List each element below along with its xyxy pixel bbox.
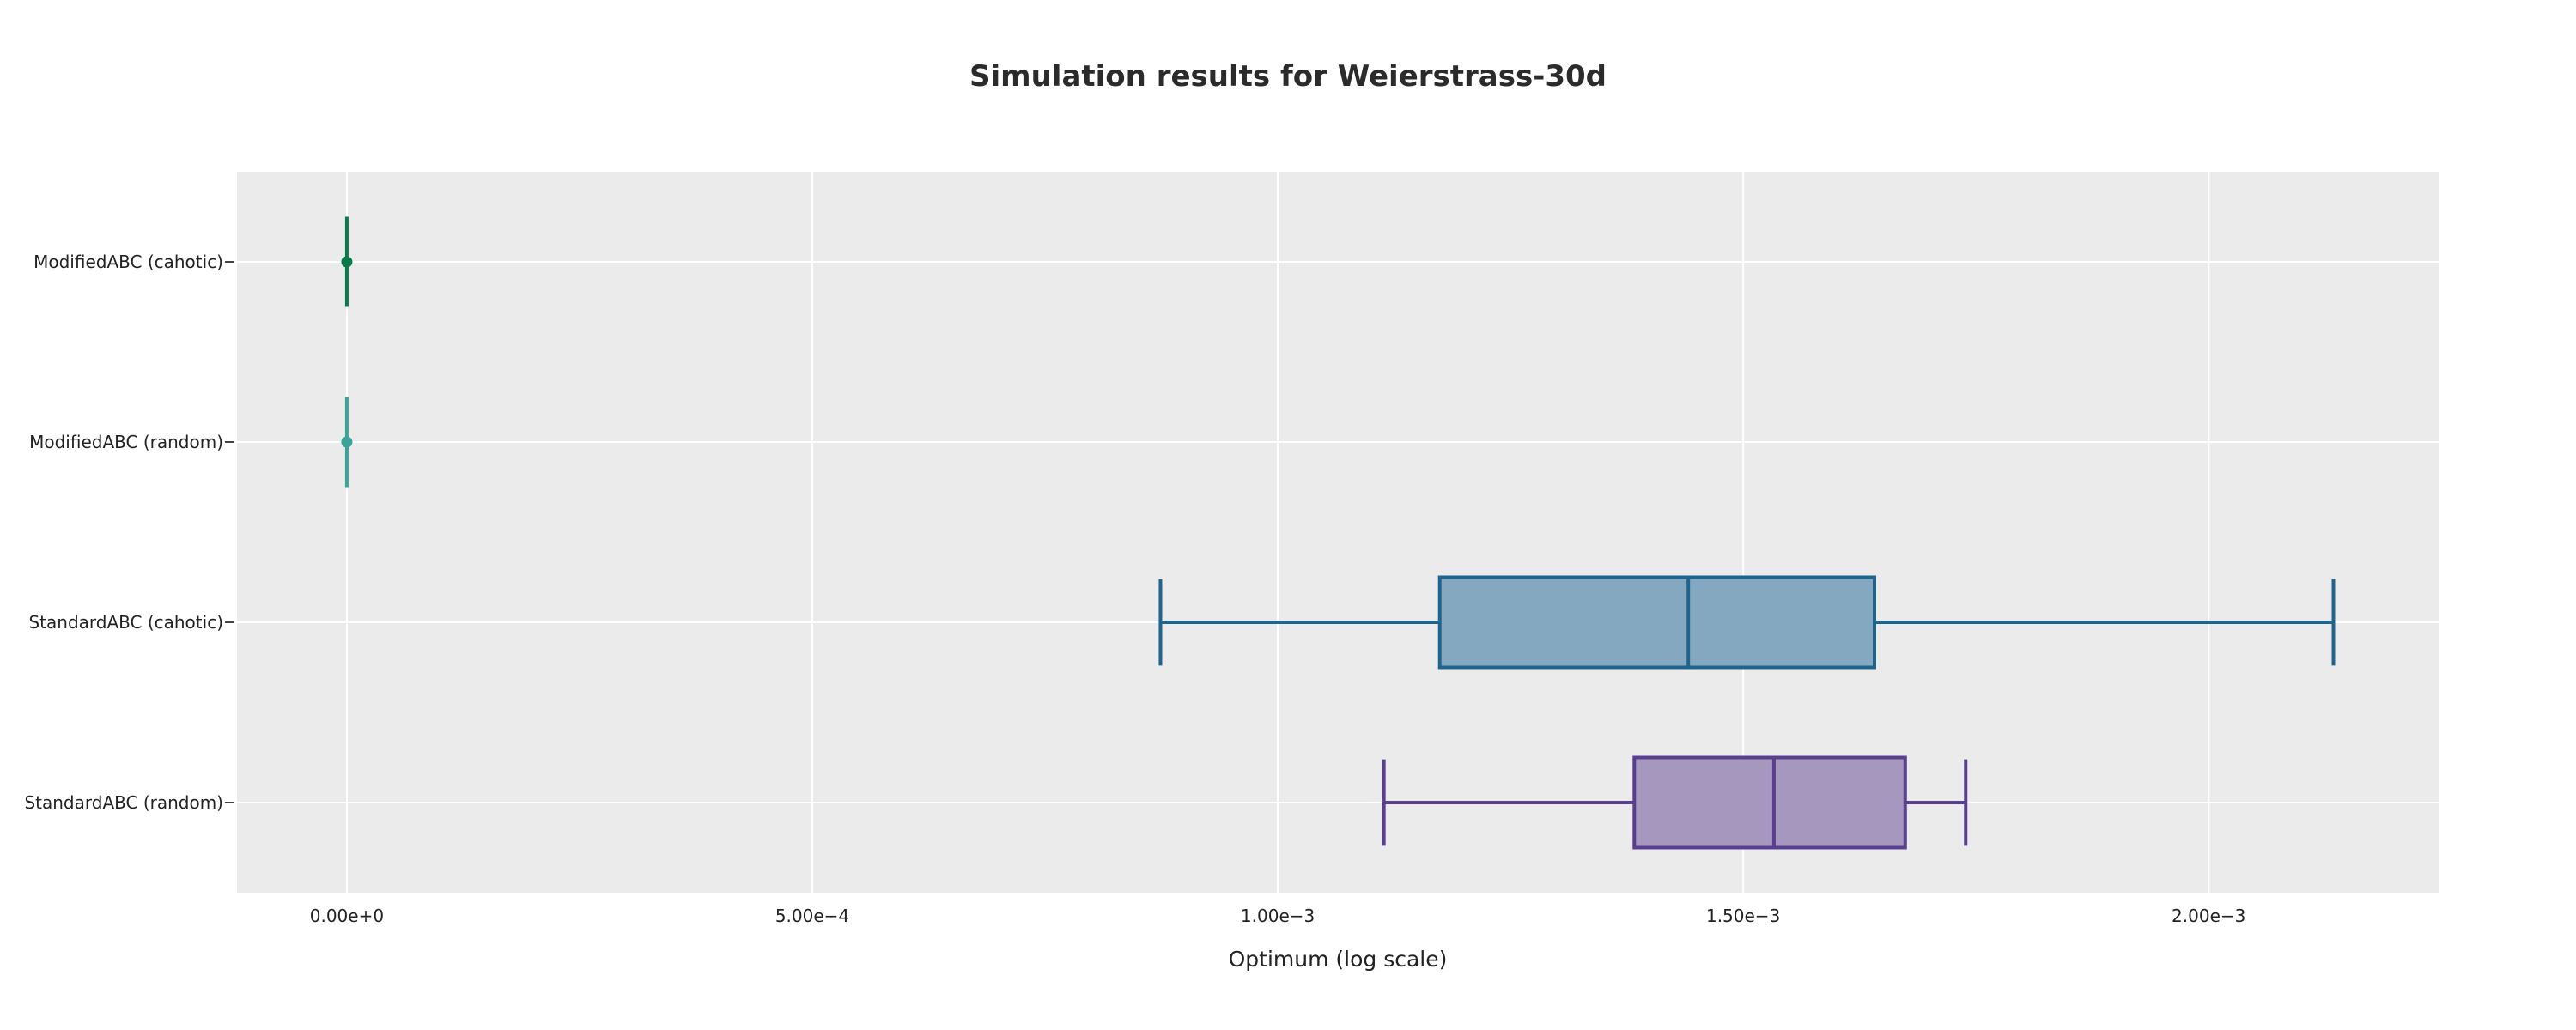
x-axis-label: Optimum (log scale) (1229, 947, 1448, 972)
grid-lines (237, 172, 2439, 893)
x-tick-label: 0.00e+0 (310, 906, 384, 926)
chart-title: Simulation results for Weierstrass-30d (969, 59, 1607, 94)
x-axis-ticks: 0.00e+0 5.00e−4 1.00e−3 1.50e−3 2.00e−3 (310, 906, 2246, 926)
y-tick-label: StandardABC (random) (24, 792, 223, 813)
box-plot (1158, 575, 2336, 670)
median-point (341, 436, 353, 448)
plot-area (237, 172, 2439, 893)
median-point (341, 256, 353, 268)
x-tick-label: 2.00e−3 (2172, 906, 2245, 926)
box-iqr (1632, 755, 1907, 850)
y-axis-ticks: ModifiedABC (cahotic) ModifiedABC (random… (24, 251, 234, 813)
x-tick-label: 1.50e−3 (1706, 906, 1780, 926)
y-tick-label: StandardABC (cahotic) (28, 612, 223, 633)
x-tick-label: 1.00e−3 (1241, 906, 1315, 926)
y-tick-label: ModifiedABC (cahotic) (33, 251, 223, 272)
y-tick-label: ModifiedABC (random) (29, 432, 223, 452)
box-plot (341, 216, 353, 307)
box-iqr (1437, 575, 1877, 670)
box-plot (341, 397, 353, 488)
box-plots (341, 216, 2336, 850)
box-plot (1382, 755, 1968, 850)
x-tick-label: 5.00e−4 (775, 906, 849, 926)
